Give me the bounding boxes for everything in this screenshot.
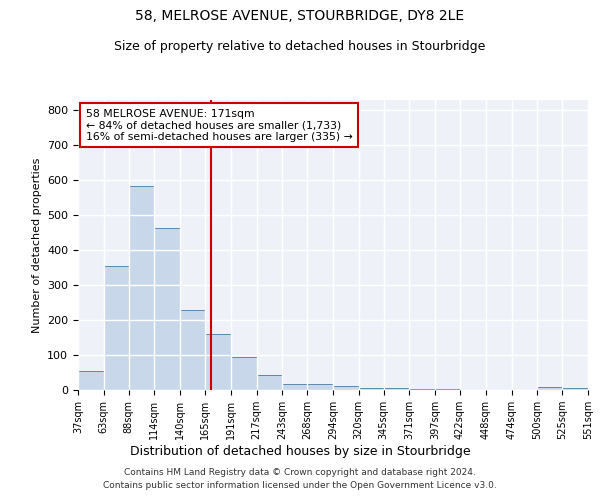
Bar — [562, 388, 588, 390]
Bar — [283, 384, 307, 390]
Bar — [538, 387, 562, 390]
Y-axis label: Number of detached properties: Number of detached properties — [32, 158, 41, 332]
Bar — [383, 388, 409, 390]
Text: Size of property relative to detached houses in Stourbridge: Size of property relative to detached ho… — [115, 40, 485, 53]
Text: 58, MELROSE AVENUE, STOURBRIDGE, DY8 2LE: 58, MELROSE AVENUE, STOURBRIDGE, DY8 2LE — [136, 9, 464, 23]
Bar — [128, 186, 154, 390]
Bar — [104, 266, 128, 390]
Bar — [154, 228, 180, 390]
Bar — [180, 310, 205, 390]
Bar — [359, 388, 383, 390]
Bar — [78, 371, 104, 390]
Text: Contains HM Land Registry data © Crown copyright and database right 2024.
Contai: Contains HM Land Registry data © Crown c… — [103, 468, 497, 489]
Bar — [307, 384, 333, 390]
Text: 58 MELROSE AVENUE: 171sqm
← 84% of detached houses are smaller (1,733)
16% of se: 58 MELROSE AVENUE: 171sqm ← 84% of detac… — [86, 108, 352, 142]
Bar — [333, 386, 359, 390]
Text: Distribution of detached houses by size in Stourbridge: Distribution of detached houses by size … — [130, 445, 470, 458]
Bar — [231, 357, 257, 390]
Bar — [257, 376, 283, 390]
Bar — [205, 334, 231, 390]
Bar — [409, 388, 435, 390]
Bar — [435, 389, 460, 390]
